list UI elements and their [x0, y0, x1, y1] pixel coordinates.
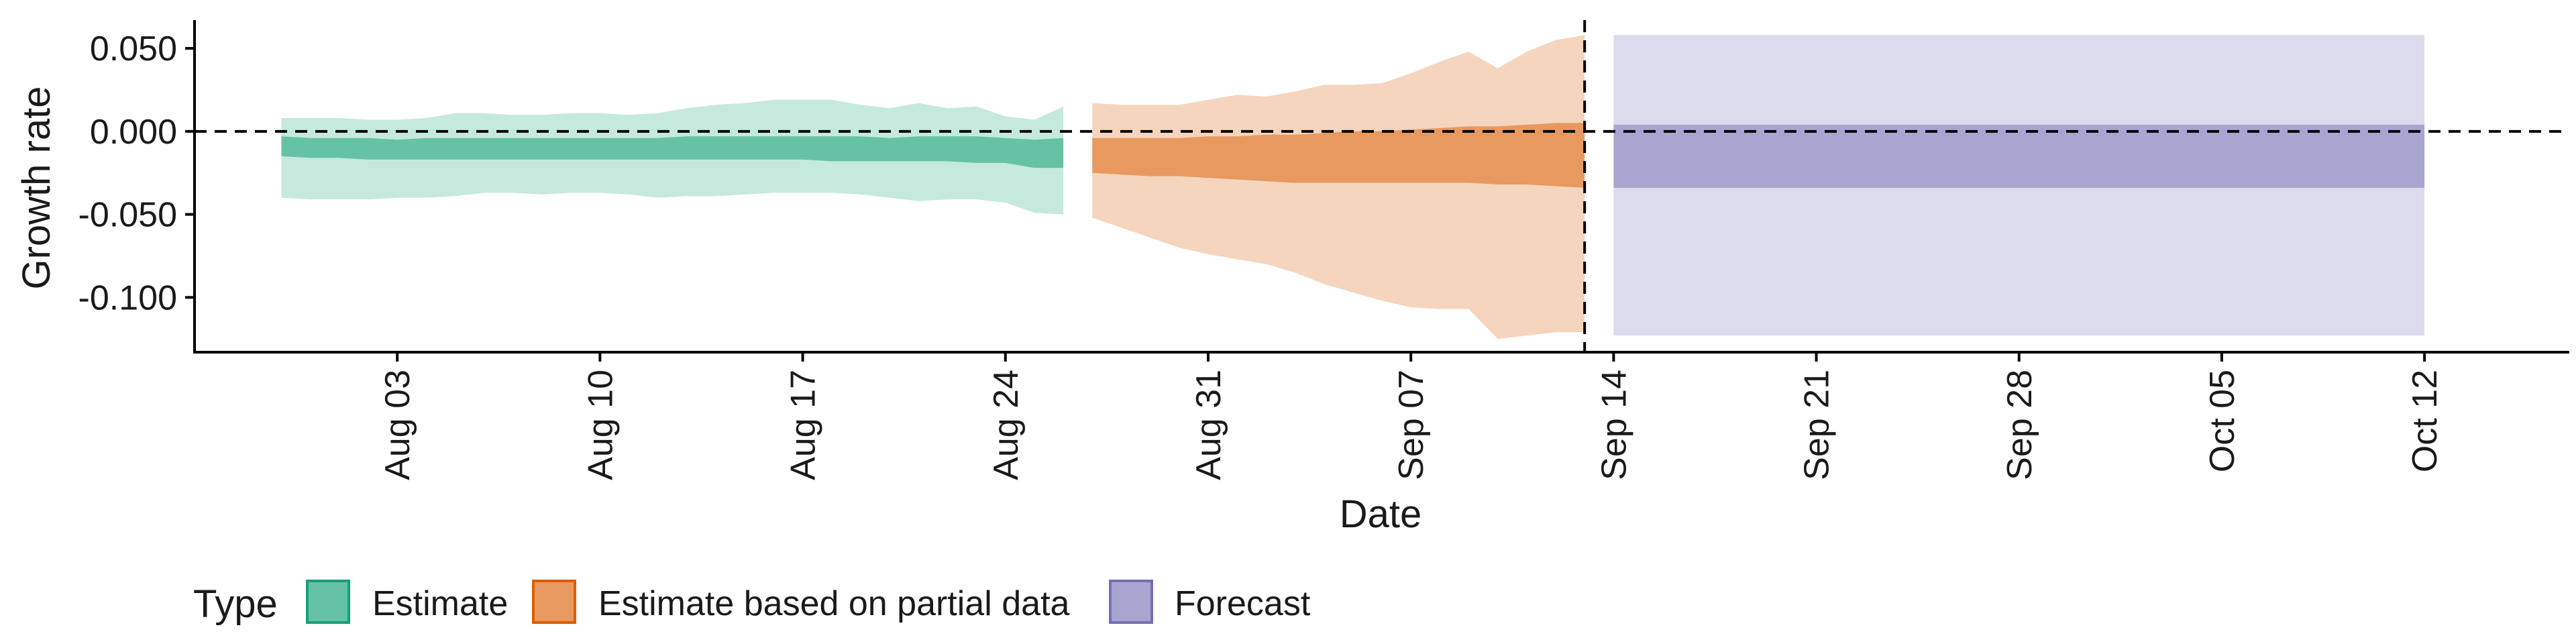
x-tick-label: Oct 05 — [2203, 370, 2242, 472]
x-tick-label: Aug 03 — [378, 370, 417, 480]
y-tick-label: 0.000 — [90, 113, 177, 152]
legend-title: Type — [193, 582, 278, 626]
estimate-inner-band — [281, 136, 1064, 168]
x-tick-label: Sep 14 — [1595, 370, 1633, 480]
estimate-based-on-partial-data-legend-key — [532, 580, 576, 624]
y-tick-label: -0.100 — [78, 278, 177, 317]
estimate-based-on-partial-data-inner-band — [1092, 123, 1585, 188]
y-tick-label: -0.050 — [78, 196, 177, 235]
x-tick-label: Sep 21 — [1798, 370, 1837, 480]
x-tick-label: Aug 10 — [581, 370, 620, 480]
x-tick-label: Aug 17 — [784, 370, 823, 480]
forecast-inner-band — [1613, 124, 2425, 188]
forecast-legend-label: Forecast — [1175, 584, 1311, 623]
x-tick-label: Sep 07 — [1392, 370, 1431, 480]
y-axis-ticks: 0.050 0.000 -0.050 -0.100 — [78, 30, 195, 317]
legend: Type Estimate Estimate based on partial d… — [193, 580, 1311, 626]
estimate-based-on-partial-data-outer-band — [1092, 35, 1585, 339]
x-axis-ticks: Aug 03 Aug 10 Aug 17 Aug 24 Aug 31 Sep 07 Sep … — [378, 352, 2445, 480]
forecast-legend-key — [1109, 580, 1153, 624]
estimate-based-on-partial-data-legend-label: Estimate based on partial data — [598, 584, 1070, 623]
reference-lines — [195, 20, 2569, 352]
x-tick-label: Oct 12 — [2406, 370, 2445, 472]
y-axis-title: Growth rate — [15, 87, 58, 290]
x-tick-label: Aug 24 — [987, 370, 1026, 480]
x-tick-label: Sep 28 — [2000, 370, 2039, 480]
ribbon-layer — [281, 35, 2425, 339]
x-tick-label: Aug 31 — [1189, 370, 1228, 480]
y-tick-label: 0.050 — [90, 30, 177, 68]
x-axis-title: Date — [1340, 492, 1422, 536]
estimate-legend-label: Estimate — [372, 584, 508, 623]
estimate-legend-key — [306, 580, 350, 624]
